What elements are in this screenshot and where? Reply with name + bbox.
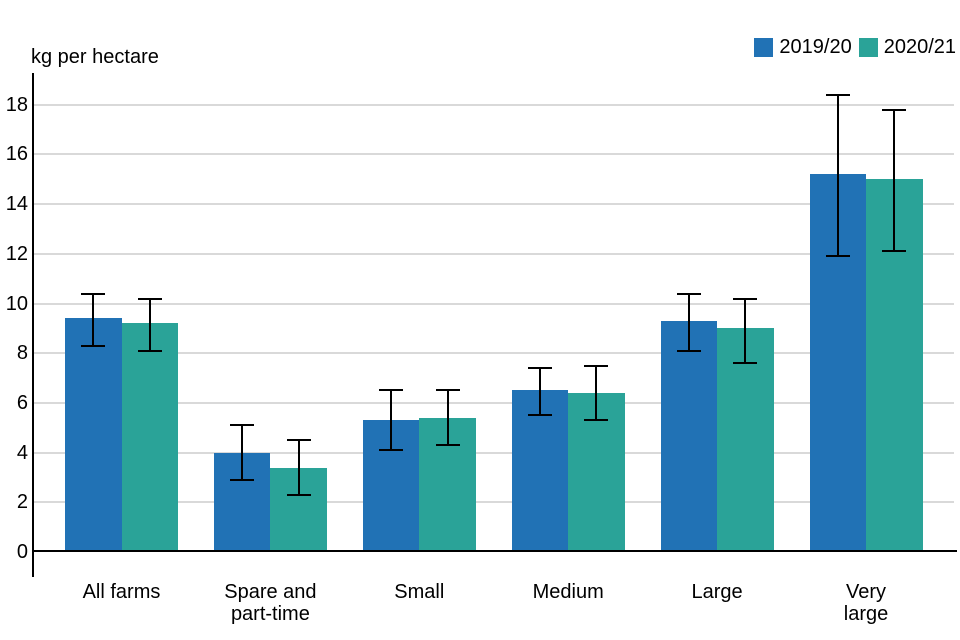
- y-axis-tick-label: 2: [16, 491, 28, 514]
- error-bar-cap-bottom: [733, 362, 758, 365]
- error-bar-cap-top: [379, 389, 404, 392]
- x-axis-label-spare-and-part-time: Spare and part-time: [224, 581, 317, 625]
- error-bar-cap-bottom: [286, 493, 311, 496]
- error-bar-line: [446, 390, 449, 446]
- x-axis-label-medium: Medium: [532, 581, 604, 603]
- error-bar-cap-bottom: [379, 449, 404, 452]
- x-axis-label-all-farms: All farms: [82, 581, 161, 603]
- error-bar-cap-bottom: [137, 349, 162, 352]
- y-axis-title: kg per hectare: [31, 46, 159, 68]
- y-axis-tick-label: 8: [16, 342, 28, 365]
- error-bar-cap-top: [286, 439, 311, 442]
- error-bar-line: [893, 109, 896, 252]
- error-bar-cap-top: [825, 93, 850, 96]
- error-bar-cap-top: [733, 297, 758, 300]
- error-bar-cap-top: [882, 108, 907, 111]
- bar-2019-20-large: [660, 320, 718, 552]
- error-bar-cap-bottom: [676, 349, 701, 352]
- bar-2019-20-all-farms: [65, 318, 122, 552]
- gridline: [33, 451, 954, 454]
- error-bar-line: [390, 390, 393, 451]
- error-bar-cap-bottom: [81, 344, 106, 347]
- y-axis-tick-label: 4: [16, 441, 28, 464]
- x-axis-line: [32, 550, 957, 552]
- error-bar-cap-bottom: [882, 250, 907, 253]
- error-bar-cap-top: [527, 367, 552, 370]
- error-bar-line: [687, 293, 690, 351]
- error-bar-line: [241, 425, 244, 480]
- x-axis-label-very-large: Very large: [843, 581, 889, 625]
- legend-label-2019-20: 2019/20: [779, 36, 852, 58]
- bar-2019-20-medium: [511, 390, 569, 552]
- y-axis-tick-label: 10: [5, 292, 28, 315]
- x-axis-label-small: Small: [394, 581, 445, 603]
- y-axis-tick-label: 16: [5, 143, 28, 166]
- error-bar-cap-top: [81, 292, 106, 295]
- error-bar-line: [538, 368, 541, 416]
- gridline: [33, 153, 954, 156]
- error-bar-line: [297, 440, 300, 495]
- error-bar-cap-top: [137, 297, 162, 300]
- error-bar-cap-top: [435, 389, 460, 392]
- y-axis-tick-label: 12: [5, 242, 28, 265]
- legend-swatch-2020-21: [858, 38, 878, 57]
- error-bar-cap-top: [676, 292, 701, 295]
- gridline: [33, 203, 954, 206]
- error-bar-line: [595, 365, 598, 421]
- legend-swatch-2019-20: [754, 38, 774, 57]
- legend-item-2020-21: 2020/21: [858, 36, 956, 59]
- error-bar-line: [744, 298, 747, 364]
- error-bar-cap-bottom: [435, 444, 460, 447]
- y-axis-tick-label: 0: [16, 541, 28, 563]
- error-bar-line: [148, 298, 151, 351]
- error-bar-cap-bottom: [825, 255, 850, 258]
- bar-2020-21-all-farms: [121, 323, 178, 552]
- x-axis-label-large: Large: [691, 581, 743, 603]
- y-axis-tick-label: 14: [5, 193, 28, 216]
- error-bar-line: [836, 94, 839, 257]
- bar-2020-21-large: [717, 328, 774, 552]
- gridline: [33, 302, 954, 305]
- error-bar-cap-bottom: [230, 478, 255, 481]
- gridline: [33, 103, 954, 106]
- error-bar-cap-top: [230, 424, 255, 427]
- gridline: [33, 501, 954, 504]
- y-axis-tick-label: 6: [16, 391, 28, 414]
- legend: 2019/20 2020/21: [754, 36, 956, 59]
- legend-item-2019-20: 2019/20: [754, 36, 852, 59]
- gridline: [33, 252, 954, 255]
- y-axis-tick-label: 18: [5, 93, 28, 116]
- y-axis-line: [32, 73, 34, 577]
- error-bar-cap-top: [584, 364, 609, 367]
- error-bar-line: [92, 293, 95, 346]
- legend-label-2020-21: 2020/21: [883, 36, 956, 58]
- error-bar-cap-bottom: [584, 419, 609, 422]
- gridline: [33, 352, 954, 355]
- gridline: [33, 401, 954, 404]
- error-bar-cap-bottom: [527, 414, 552, 417]
